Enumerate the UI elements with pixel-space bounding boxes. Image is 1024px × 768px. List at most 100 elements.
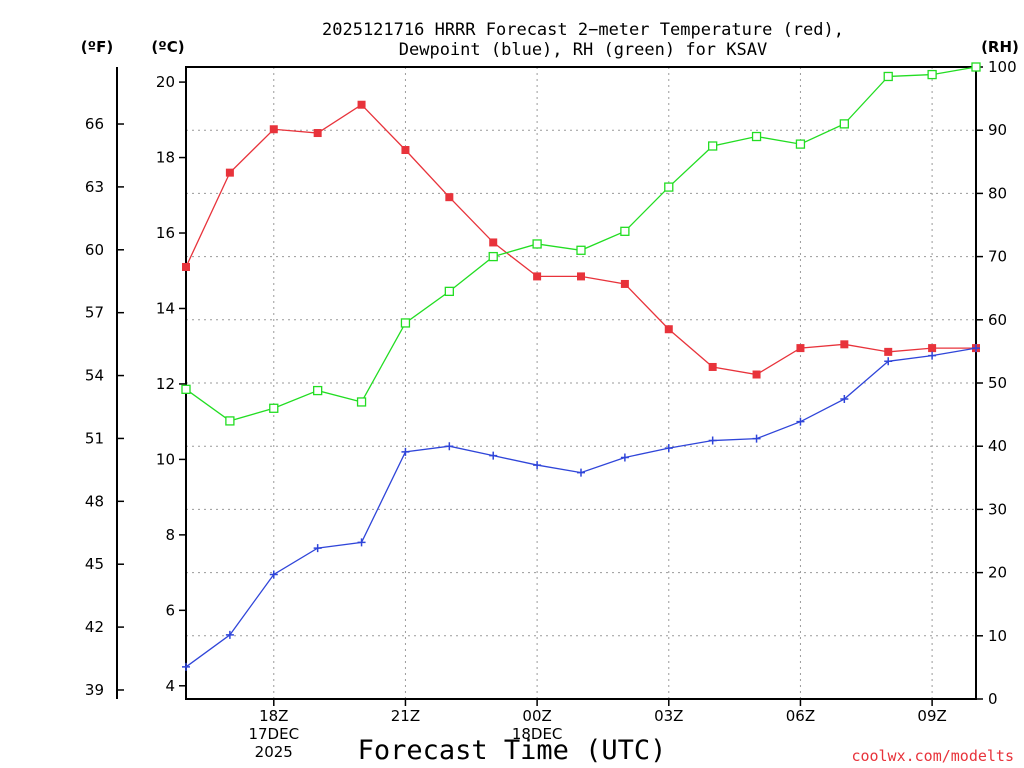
- celsius-tick-label: 10: [156, 450, 175, 468]
- rh-tick-label: 60: [988, 311, 1007, 329]
- celsius-tick-label: 6: [165, 601, 175, 619]
- rh-point: [883, 71, 893, 82]
- 2-meter-temperature-point: [269, 125, 278, 134]
- dewpoint-point: [357, 538, 366, 547]
- rh-tick-label: 90: [988, 121, 1007, 139]
- time-tick-label: 2025: [255, 743, 293, 761]
- fahrenheit-tick-label: 51: [85, 429, 104, 447]
- rh-series: [181, 62, 981, 426]
- rh-tick-label: 100: [988, 58, 1017, 76]
- dewpoint-point: [489, 451, 498, 460]
- dewpoint-point: [313, 544, 322, 553]
- dewpoint-point: [708, 436, 717, 445]
- rh-point: [795, 139, 806, 149]
- dewpoint-point: [577, 468, 585, 477]
- celsius-tick-label: 18: [156, 149, 175, 167]
- 2-meter-temperature-point: [225, 168, 234, 177]
- celsius-tick-label: 14: [156, 299, 175, 317]
- 2-meter-temperature-point: [489, 238, 498, 247]
- x-axis-title: Forecast Time (UTC): [358, 735, 667, 766]
- time-tick-label: 17DEC: [248, 725, 299, 743]
- rh-point: [751, 131, 762, 142]
- rh-point: [356, 397, 367, 407]
- rh-unit-label: (RH): [981, 38, 1019, 56]
- dewpoint-point: [533, 461, 542, 470]
- 2-meter-temperature-point: [401, 146, 410, 155]
- fahrenheit-tick-label: 66: [85, 115, 104, 133]
- celsius-axis: 4 6 8 10 12 14 16 18 20: [156, 73, 186, 695]
- time-tick-label: 03Z: [654, 707, 683, 725]
- celsius-tick-label: 16: [156, 224, 175, 242]
- fahrenheit-tick-label: 39: [85, 681, 104, 699]
- dewpoint-point: [972, 344, 980, 353]
- time-tick-label: 09Z: [917, 707, 946, 725]
- celsius-unit-label: (ºC): [151, 38, 184, 56]
- time-tick-label: 06Z: [786, 707, 815, 725]
- 2-meter-temperature-series: [182, 100, 980, 379]
- fahrenheit-tick-label: 42: [85, 618, 104, 636]
- dewpoint-point: [840, 395, 849, 404]
- rh-point: [488, 251, 498, 262]
- dewpoint-series: [182, 344, 980, 671]
- dewpoint-point: [182, 662, 190, 671]
- celsius-tick-label: 8: [165, 526, 175, 544]
- 2-meter-temperature-line: [185, 103, 976, 376]
- time-tick-label: 00Z: [522, 707, 551, 725]
- rh-tick-label: 50: [988, 374, 1007, 392]
- chart-title-line-1: 2025121716 HRRR Forecast 2−meter Tempera…: [322, 20, 844, 40]
- rh-line: [185, 66, 977, 422]
- time-tick-label: 18Z: [259, 707, 288, 725]
- rh-point: [444, 286, 454, 297]
- plot-frame: [185, 66, 977, 700]
- rh-point: [269, 403, 279, 413]
- fahrenheit-tick-label: 54: [85, 367, 104, 385]
- rh-point: [927, 69, 937, 80]
- time-tick-label: 18DEC: [512, 725, 563, 743]
- 2-meter-temperature-point: [840, 340, 849, 349]
- celsius-tick-label: 20: [156, 73, 175, 91]
- rh-point: [576, 245, 586, 255]
- rh-axis: 0 10 20 30 40 50 60 70 80 90 100: [976, 58, 1017, 708]
- rh-point: [400, 318, 411, 328]
- time-tick-label: 21Z: [391, 707, 420, 725]
- rh-point: [839, 119, 849, 129]
- dewpoint-point: [928, 351, 937, 360]
- 2-meter-temperature-point: [884, 347, 893, 356]
- rh-tick-label: 70: [988, 248, 1007, 266]
- rh-tick-label: 80: [988, 184, 1007, 202]
- 2-meter-temperature-point: [313, 129, 322, 138]
- rh-point: [664, 182, 674, 192]
- dewpoint-point: [269, 570, 278, 579]
- fahrenheit-tick-label: 45: [85, 555, 104, 573]
- rh-tick-label: 0: [988, 690, 998, 708]
- rh-point: [620, 226, 630, 236]
- 2-meter-temperature-point: [357, 100, 366, 109]
- dewpoint-point: [752, 434, 761, 443]
- dewpoint-point: [401, 447, 410, 456]
- rh-point: [181, 384, 191, 394]
- rh-tick-label: 10: [988, 627, 1007, 645]
- celsius-tick-label: 12: [156, 375, 175, 393]
- fahrenheit-tick-label: 60: [85, 241, 104, 259]
- data-series: [181, 62, 981, 671]
- dewpoint-point: [445, 442, 454, 451]
- rh-tick-label: 40: [988, 437, 1007, 455]
- 2-meter-temperature-point: [445, 193, 454, 202]
- fahrenheit-tick-label: 63: [85, 178, 104, 196]
- fahrenheit-unit-label: (ºF): [81, 38, 113, 56]
- dewpoint-point: [225, 630, 234, 639]
- 2-meter-temperature-point: [708, 362, 717, 371]
- rh-point: [532, 239, 542, 249]
- dewpoint-point: [884, 357, 893, 366]
- chart-title-line-2: Dewpoint (blue), RH (green) for KSAV: [399, 40, 767, 60]
- fahrenheit-tick-label: 57: [85, 304, 104, 322]
- fahrenheit-tick-label: 48: [85, 492, 104, 510]
- 2-meter-temperature-point: [664, 325, 673, 334]
- celsius-tick-label: 4: [165, 677, 175, 695]
- rh-tick-label: 30: [988, 500, 1007, 518]
- dewpoint-point: [664, 444, 673, 453]
- 2-meter-temperature-point: [796, 344, 805, 353]
- 2-meter-temperature-point: [182, 262, 190, 271]
